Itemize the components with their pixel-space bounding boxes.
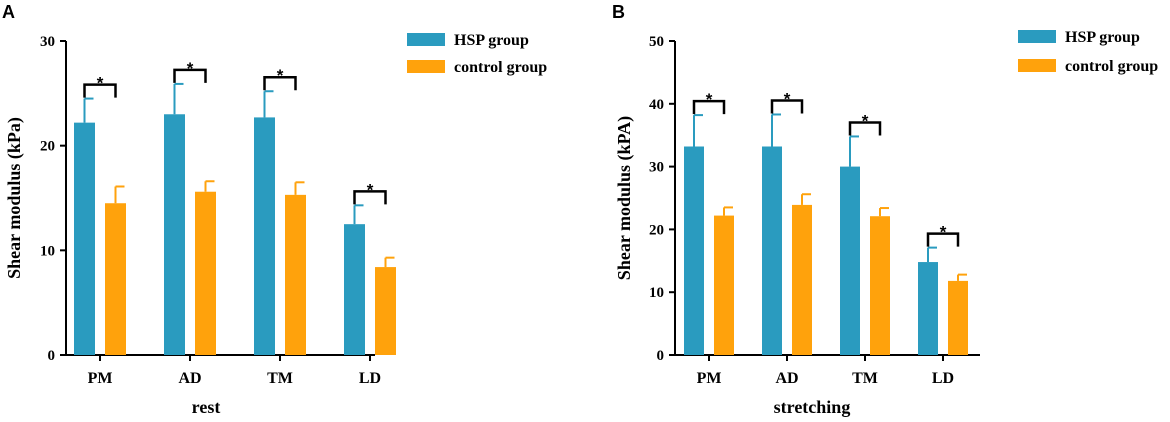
legend-swatch-hsp (1018, 30, 1056, 43)
significance-bracket (926, 232, 960, 247)
x-tick-label: LD (932, 370, 954, 387)
legend: HSP group control group (407, 32, 547, 76)
y-tick-label: 0 (657, 348, 665, 364)
bar-hsp-tm (254, 117, 275, 355)
bar-control-ad (195, 191, 216, 355)
panel-label: B (612, 2, 625, 22)
significance-bracket (848, 121, 882, 136)
legend: HSP group control group (1018, 29, 1158, 75)
bar-hsp-ad (762, 146, 782, 355)
panel-label: A (2, 2, 15, 22)
bar-control-ld (948, 280, 968, 355)
x-tick-label: AD (178, 370, 201, 387)
y-axis-label: Shear modulus (kPA) (614, 116, 635, 280)
x-tick-label: TM (267, 370, 293, 387)
x-tick-label: PM (88, 370, 113, 387)
significance-star: * (187, 59, 194, 78)
significance-star: * (367, 180, 374, 199)
x-tick-label: TM (852, 370, 878, 387)
legend-label-control: control group (1065, 58, 1158, 75)
bar-hsp-ld (918, 262, 938, 355)
legend-swatch-hsp (407, 33, 445, 46)
significance-bracket (353, 190, 387, 205)
significance-star: * (784, 89, 791, 108)
y-tick-label: 30 (649, 160, 664, 176)
bar-control-tm (870, 216, 890, 355)
significance-star: * (940, 223, 947, 242)
x-tick-label: LD (359, 370, 381, 387)
legend-label-hsp: HSP group (1065, 29, 1140, 46)
significance-bracket (692, 99, 726, 115)
y-tick-label: 0 (48, 348, 56, 364)
legend-label-control: control group (454, 59, 547, 76)
bar-hsp-ld (344, 224, 365, 355)
significance-bracket (173, 68, 207, 83)
y-tick-label: 30 (40, 34, 55, 50)
y-tick-label: 10 (649, 285, 664, 301)
y-axis-label: Shear modulus (kPa) (4, 117, 25, 279)
bar-hsp-tm (840, 166, 860, 355)
bar-hsp-pm (684, 146, 704, 355)
bar-control-ld (375, 267, 396, 355)
legend-swatch-control (1018, 59, 1056, 72)
bar-hsp-ad (164, 114, 185, 356)
chart-panel-b: B Shear modulus (kPA) stretching 0 10 20 30… (612, 2, 1158, 417)
x-axis-label: rest (192, 397, 221, 417)
x-axis-label: stretching (774, 397, 851, 417)
y-tick-label: 50 (649, 34, 664, 50)
legend-swatch-control (407, 60, 445, 73)
significance-bracket (83, 83, 117, 98)
bar-control-pm (105, 203, 126, 355)
chart-panel-a: A Shear modulus (kPa) rest 0 10 20 30 PM * AD *… (2, 2, 547, 417)
significance-bracket (770, 99, 804, 114)
significance-bracket (263, 75, 297, 91)
bar-control-tm (285, 194, 306, 355)
significance-star: * (706, 90, 713, 109)
x-tick-label: AD (775, 370, 798, 387)
significance-star: * (277, 66, 284, 85)
significance-star: * (97, 74, 104, 93)
y-tick-label: 40 (649, 97, 664, 113)
bar-control-ad (792, 204, 812, 355)
x-tick-label: PM (697, 370, 722, 387)
bar-control-pm (714, 215, 734, 355)
significance-star: * (862, 111, 869, 130)
legend-label-hsp: HSP group (454, 32, 529, 49)
y-tick-label: 20 (649, 222, 664, 238)
y-tick-label: 20 (40, 139, 55, 155)
y-tick-label: 10 (40, 243, 55, 259)
bar-hsp-pm (74, 122, 95, 355)
